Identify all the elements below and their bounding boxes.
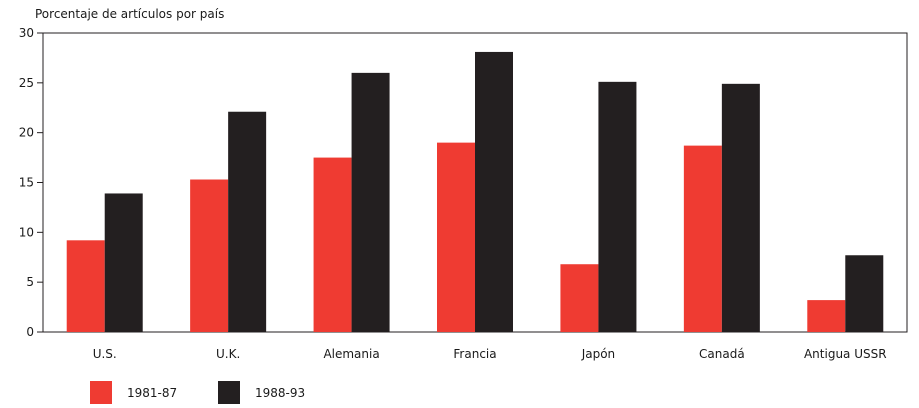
x-tick-label: Japón: [581, 347, 615, 361]
bar-1981-87: [437, 142, 475, 332]
bar-1981-87: [807, 300, 846, 332]
y-tick-label: 0: [26, 325, 34, 339]
bar-1988-93: [228, 111, 267, 332]
bar-1988-93: [845, 255, 884, 332]
legend-label: 1981-87: [127, 386, 177, 400]
legend-label: 1988-93: [255, 386, 305, 400]
bar-1988-93: [104, 193, 143, 332]
bar-1981-87: [66, 240, 105, 332]
bar-1981-87: [560, 264, 599, 332]
bar-1988-93: [475, 51, 513, 332]
plot-area: 0 5 10 15 20 25 30 U.S. U.K. Alemania Francia Japón…: [19, 26, 908, 361]
y-tick-label: 10: [19, 225, 34, 239]
x-tick-label: U.K.: [216, 347, 240, 361]
bar-1988-93: [351, 72, 390, 332]
legend-swatch-1988-93: [218, 381, 240, 404]
x-tick-label: Francia: [453, 347, 496, 361]
bar-1981-87: [190, 179, 229, 332]
legend-swatch-1981-87: [90, 381, 112, 404]
legend: 1981-87 1988-93: [90, 381, 305, 404]
x-tick-label: Alemania: [323, 347, 379, 361]
y-tick-label: 30: [19, 26, 34, 40]
y-axis-label: Porcentaje de artículos por país: [35, 7, 224, 21]
bar-1988-93: [598, 81, 637, 332]
bar-1981-87: [313, 157, 352, 332]
bar-1988-93: [721, 83, 760, 332]
y-tick-label: 20: [19, 126, 34, 140]
bar-1981-87: [683, 145, 722, 332]
y-tick-label: 15: [19, 176, 34, 190]
x-tick-label: Canadá: [699, 347, 745, 361]
x-tick-label: U.S.: [93, 347, 117, 361]
y-tick-label: 25: [19, 76, 34, 90]
y-tick-label: 5: [26, 275, 34, 289]
x-tick-label: Antigua USSR: [804, 347, 887, 361]
